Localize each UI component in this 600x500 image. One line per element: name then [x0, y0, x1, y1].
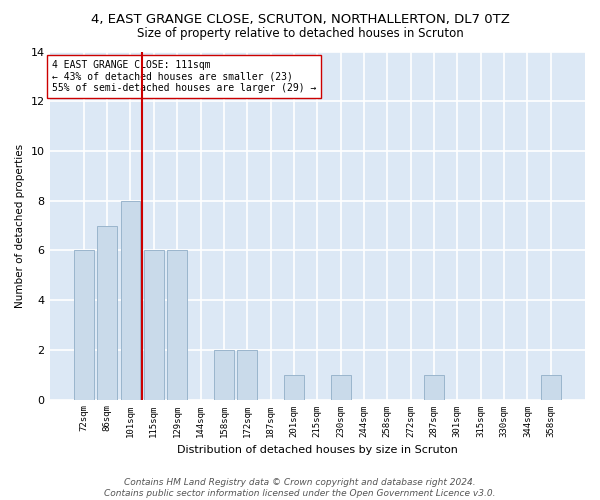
Y-axis label: Number of detached properties: Number of detached properties	[15, 144, 25, 308]
X-axis label: Distribution of detached houses by size in Scruton: Distribution of detached houses by size …	[177, 445, 458, 455]
Text: Contains HM Land Registry data © Crown copyright and database right 2024.
Contai: Contains HM Land Registry data © Crown c…	[104, 478, 496, 498]
Bar	[541, 374, 560, 400]
Bar	[331, 374, 350, 400]
Bar	[214, 350, 234, 400]
Bar	[74, 250, 94, 400]
Bar	[284, 374, 304, 400]
Bar	[121, 200, 140, 400]
Bar	[97, 226, 117, 400]
Text: 4 EAST GRANGE CLOSE: 111sqm
← 43% of detached houses are smaller (23)
55% of sem: 4 EAST GRANGE CLOSE: 111sqm ← 43% of det…	[52, 60, 317, 94]
Text: 4, EAST GRANGE CLOSE, SCRUTON, NORTHALLERTON, DL7 0TZ: 4, EAST GRANGE CLOSE, SCRUTON, NORTHALLE…	[91, 12, 509, 26]
Text: Size of property relative to detached houses in Scruton: Size of property relative to detached ho…	[137, 28, 463, 40]
Bar	[167, 250, 187, 400]
Bar	[238, 350, 257, 400]
Bar	[144, 250, 164, 400]
Bar	[424, 374, 444, 400]
